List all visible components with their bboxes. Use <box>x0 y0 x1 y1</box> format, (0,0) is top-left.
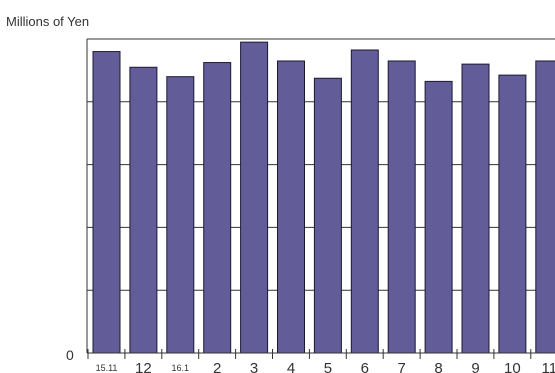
bar-6 <box>350 49 379 354</box>
bar-7 <box>387 60 416 354</box>
x-tick-labels: 15.11 12 16.1 2 3 4 5 6 7 8 9 10 11 <box>96 360 555 373</box>
x-tick-label: 3 <box>250 360 258 373</box>
x-tick-label: 4 <box>287 360 295 373</box>
bar-2 <box>203 62 232 354</box>
bar-5 <box>313 77 342 354</box>
y-tick-label-zero: 0 <box>66 347 74 363</box>
x-tick-label: 12 <box>135 360 152 373</box>
bar-12 <box>129 66 158 354</box>
bars <box>92 41 555 354</box>
x-tick-label: 10 <box>504 360 521 373</box>
bar-8 <box>424 80 453 354</box>
x-tick-label: 7 <box>398 360 406 373</box>
x-tick-label: 9 <box>471 360 479 373</box>
x-tick-label: 11 <box>542 360 555 373</box>
bar-16-1 <box>166 76 195 354</box>
x-tick-label: 16.1 <box>172 363 190 373</box>
bar-9 <box>461 63 490 354</box>
bar-3 <box>240 41 269 354</box>
bar-11 <box>535 60 555 354</box>
bar-4 <box>277 60 305 354</box>
bar-15-11 <box>92 51 121 354</box>
x-tick-label: 6 <box>361 360 369 373</box>
x-tick-label: 15.11 <box>96 363 118 373</box>
y-axis-unit-label: Millions of Yen <box>6 14 89 29</box>
x-tick-label: 8 <box>434 360 442 373</box>
x-tick-label: 2 <box>213 360 221 373</box>
bar-10 <box>498 74 527 354</box>
axes <box>86 39 555 359</box>
x-tick-label: 5 <box>324 360 332 373</box>
